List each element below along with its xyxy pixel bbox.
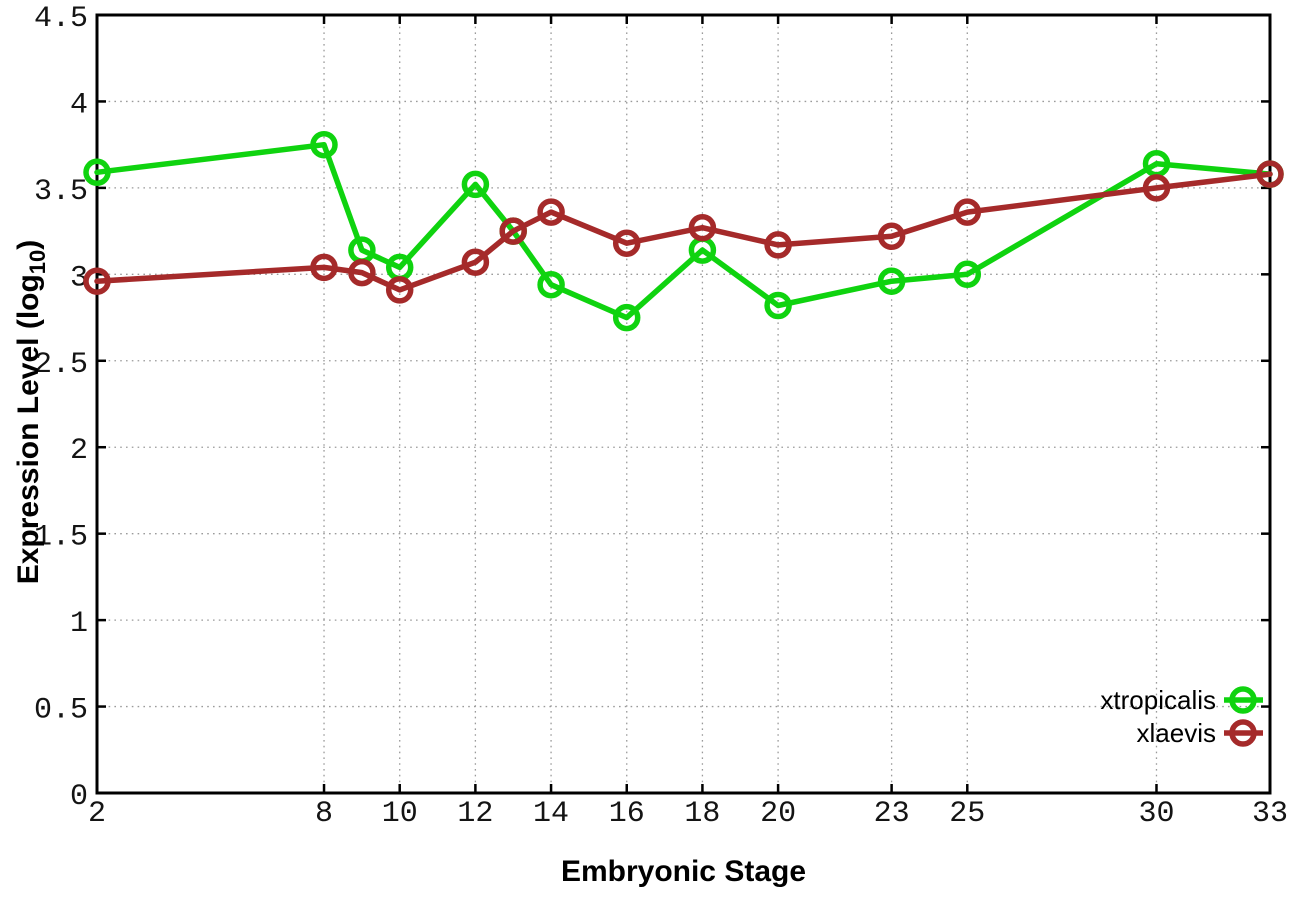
data-point-xlaevis-stage-18 <box>688 213 717 242</box>
data-point-xlaevis-stage-13 <box>499 217 527 245</box>
data-point-xlaevis-stage-8 <box>310 253 338 282</box>
data-point-xlaevis-stage-23 <box>877 222 906 251</box>
data-point-xlaevis-stage-2 <box>83 267 111 295</box>
x-tick-label-25: 25 <box>949 797 985 831</box>
y-tick-label-2.5: 2.5 <box>34 348 88 382</box>
y-tick-label-2: 2 <box>70 434 88 468</box>
x-tick-label-16: 16 <box>609 797 645 831</box>
x-tick-label-30: 30 <box>1138 797 1174 831</box>
data-point-xlaevis-stage-33 <box>1256 160 1284 188</box>
data-point-xtropicalis-stage-14 <box>537 270 565 299</box>
x-tick-label-12: 12 <box>457 797 493 831</box>
data-point-xtropicalis-stage-2 <box>83 158 111 187</box>
data-point-xtropicalis-stage-20 <box>764 291 792 320</box>
legend-label-xlaevis: xlaevis <box>1137 718 1216 748</box>
legend-label-xtropicalis: xtropicalis <box>1100 685 1216 715</box>
x-tick-label-18: 18 <box>684 797 720 831</box>
legend-marker-xlaevis <box>1229 719 1257 747</box>
series-xlaevis <box>83 160 1284 304</box>
data-point-xlaevis-stage-14 <box>537 198 565 226</box>
data-point-xlaevis-stage-16 <box>612 229 641 257</box>
data-point-xtropicalis-stage-23 <box>877 267 906 295</box>
x-tick-label-10: 10 <box>382 797 418 831</box>
data-point-xlaevis-stage-9 <box>348 258 376 287</box>
y-tick-label-0.5: 0.5 <box>34 694 88 728</box>
x-tick-label-8: 8 <box>315 797 333 831</box>
y-tick-label-4.5: 4.5 <box>34 2 88 36</box>
x-tick-label-20: 20 <box>760 797 796 831</box>
data-point-xlaevis-stage-10 <box>385 276 414 304</box>
x-tick-label-33: 33 <box>1252 797 1288 831</box>
data-point-xlaevis-stage-12 <box>461 248 490 276</box>
data-point-xlaevis-stage-25 <box>953 198 982 226</box>
x-axis-label: Embryonic Stage <box>561 855 806 888</box>
data-point-xtropicalis-stage-25 <box>953 260 982 289</box>
y-tick-label-1: 1 <box>70 607 88 641</box>
series-xtropicalis <box>83 130 1284 332</box>
y-tick-label-3.5: 3.5 <box>34 175 88 209</box>
x-tick-label-23: 23 <box>874 797 910 831</box>
data-point-xlaevis-stage-30 <box>1142 174 1171 202</box>
x-tick-label-2: 2 <box>88 797 106 831</box>
y-tick-label-1.5: 1.5 <box>34 521 88 555</box>
data-point-xtropicalis-stage-12 <box>461 170 490 199</box>
y-tick-label-0: 0 <box>70 780 88 814</box>
legend-marker-xtropicalis <box>1229 686 1257 714</box>
data-point-xtropicalis-stage-8 <box>310 130 338 159</box>
plot-border <box>95 13 1272 795</box>
y-tick-label-4: 4 <box>70 88 88 122</box>
y-tick-label-3: 3 <box>70 261 88 295</box>
x-tick-label-14: 14 <box>533 797 569 831</box>
data-point-xlaevis-stage-20 <box>764 231 792 259</box>
y-axis-label: Expression Level (log10) <box>12 240 50 585</box>
data-point-xtropicalis-stage-16 <box>612 303 641 332</box>
